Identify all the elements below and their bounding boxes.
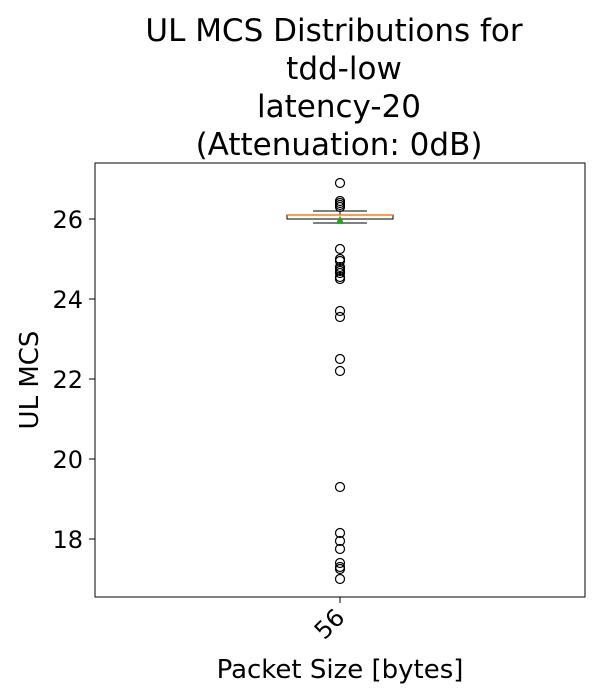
box-56 — [286, 177, 394, 585]
y-axis-label: UL MCS — [15, 331, 45, 430]
outlier-point — [334, 365, 346, 377]
outlier-point — [334, 481, 346, 493]
y-tick-label: 26 — [52, 206, 83, 234]
y-tick-label: 22 — [52, 366, 83, 394]
box-layer — [286, 177, 394, 585]
outlier-point — [334, 305, 346, 317]
outlier-point — [334, 201, 346, 213]
chart-title-line-3: latency-20 — [257, 89, 421, 125]
chart-title-line-2: tdd-low — [286, 51, 402, 87]
x-axis-label: Packet Size [bytes] — [217, 655, 464, 685]
outlier-point — [334, 273, 346, 285]
outlier-point — [334, 543, 346, 555]
y-tick-label: 24 — [52, 286, 83, 314]
outlier-point — [334, 563, 346, 575]
outlier-point — [334, 255, 346, 267]
chart-title-line-4: (Attenuation: 0dB) — [196, 127, 483, 163]
outlier-point — [334, 527, 346, 539]
outlier-point — [334, 353, 346, 365]
outlier-point — [334, 243, 346, 255]
outlier-point — [334, 557, 346, 569]
outlier-point — [334, 535, 346, 547]
outlier-point — [334, 267, 346, 279]
y-tick-label: 18 — [52, 526, 83, 554]
y-axis: 18 20 22 24 26 — [52, 206, 95, 554]
y-tick-label: 20 — [52, 446, 83, 474]
x-tick-label: 56 — [309, 603, 350, 644]
outlier-point — [334, 311, 346, 323]
plot-area — [94, 162, 586, 598]
chart-title-line-1: UL MCS Distributions for — [145, 13, 522, 49]
outlier-point — [334, 573, 346, 585]
x-axis: 56 — [309, 597, 350, 645]
outlier-point — [334, 177, 346, 189]
chart-title: UL MCS Distributions for tdd-low latency… — [145, 13, 522, 163]
mean-marker — [335, 215, 345, 224]
